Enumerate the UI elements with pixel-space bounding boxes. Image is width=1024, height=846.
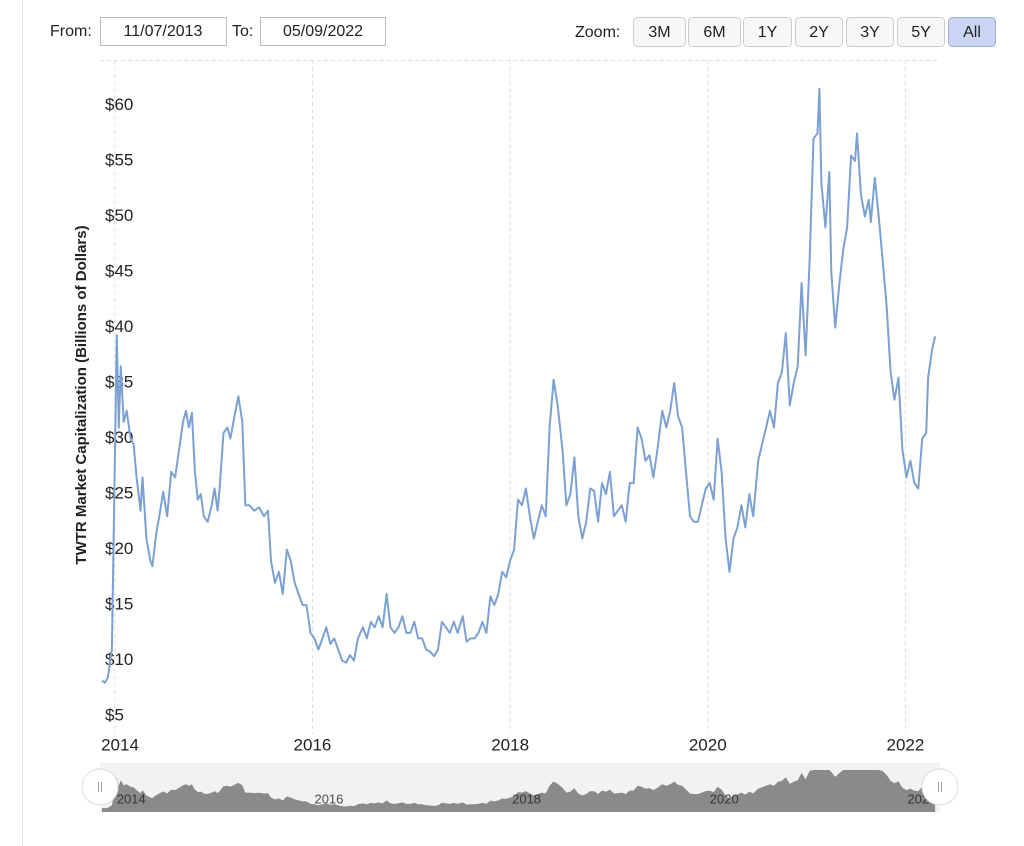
y-tick-label: $60 [105, 95, 133, 114]
x-tick-label: 2016 [294, 735, 332, 754]
y-tick-label: $40 [105, 317, 133, 336]
y-tick-label: $15 [105, 595, 133, 614]
from-label: From: [50, 23, 92, 40]
zoom-button-label[interactable]: All [963, 24, 981, 41]
navigator-handle[interactable] [81, 768, 119, 806]
zoom-button[interactable] [948, 17, 996, 47]
to-label: To: [232, 23, 253, 40]
zoom-label: Zoom: [575, 24, 620, 41]
zoom-button-label[interactable]: 3Y [860, 24, 880, 41]
from-input[interactable] [100, 17, 227, 46]
zoom-button[interactable] [688, 17, 741, 47]
x-tick-label: 2020 [689, 735, 727, 754]
y-tick-label: $30 [105, 428, 133, 447]
zoom-button-label[interactable]: 1Y [758, 24, 778, 41]
y-tick-label: $20 [105, 539, 133, 558]
zoom-button[interactable] [743, 17, 792, 47]
y-axis-title: TWTR Market Capitalization (Billions of … [73, 225, 90, 564]
x-tick-label: 2022 [886, 735, 924, 754]
x-tick-label: 2018 [491, 735, 529, 754]
navigator-handle[interactable] [921, 768, 959, 806]
y-tick-label: $45 [105, 262, 133, 281]
zoom-button[interactable] [795, 17, 843, 47]
navigator-label: 2020 [710, 791, 739, 806]
navigator-label: 2014 [117, 791, 146, 806]
navigator-label: 2016 [314, 791, 343, 806]
zoom-button-label[interactable]: 3M [648, 24, 670, 41]
zoom-button[interactable] [846, 17, 894, 47]
zoom-button-label[interactable]: 5Y [911, 24, 931, 41]
to-value[interactable]: 05/09/2022 [283, 23, 363, 40]
y-tick-label: $35 [105, 373, 133, 392]
y-tick-label: $25 [105, 484, 133, 503]
zoom-button[interactable] [897, 17, 945, 47]
zoom-button[interactable] [633, 17, 686, 47]
navigator-label: 2018 [512, 791, 541, 806]
navigator-area [102, 770, 936, 812]
y-tick-label: $5 [105, 706, 124, 725]
to-input[interactable] [260, 17, 386, 46]
y-tick-label: $55 [105, 151, 133, 170]
zoom-button-label[interactable]: 6M [703, 24, 725, 41]
from-value[interactable]: 11/07/2013 [124, 23, 203, 40]
zoom-button-label[interactable]: 2Y [809, 24, 829, 41]
data-line [101, 87, 937, 684]
y-tick-label: $50 [105, 206, 133, 225]
x-tick-label: 2014 [101, 735, 139, 754]
